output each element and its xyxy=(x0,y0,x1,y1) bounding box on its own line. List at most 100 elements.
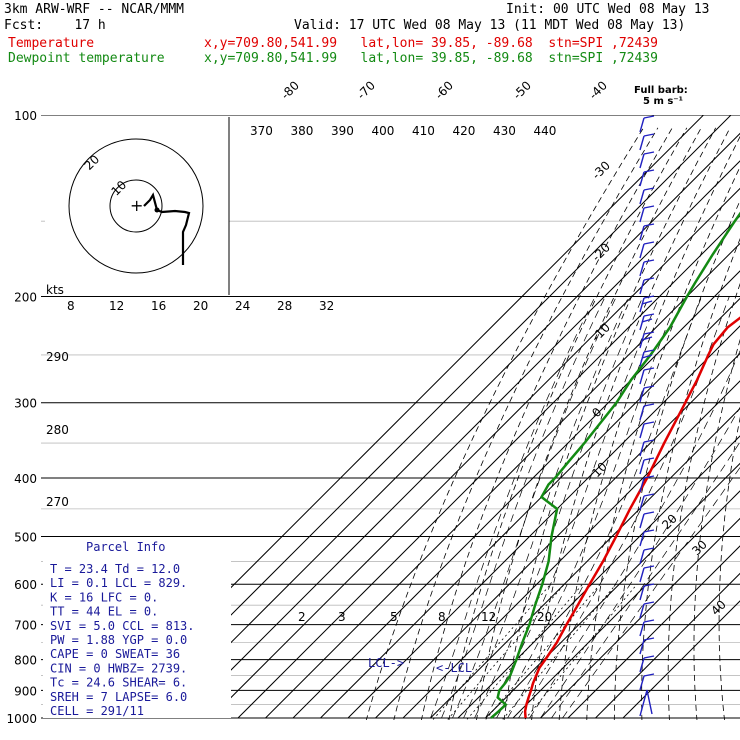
dewpoint-legend-label: Dewpoint temperature xyxy=(8,51,165,66)
wind-barb-flag xyxy=(643,565,655,569)
lcl-label-right: <-LCL xyxy=(436,661,472,675)
mixing-ratio-bottom-label: 20 xyxy=(537,610,552,624)
wind-barb-staff xyxy=(639,243,645,259)
mixing-ratio-bottom-label: 3 xyxy=(338,610,346,624)
dry-adiabat xyxy=(718,416,740,720)
isotherm-label: -20 xyxy=(589,240,613,264)
dry-adiabat xyxy=(641,237,740,720)
mixing-ratio-line xyxy=(432,583,551,720)
wind-barb-staff xyxy=(639,441,645,457)
pressure-label-800: 800 xyxy=(14,654,37,668)
wind-barb-flag xyxy=(643,169,655,173)
mixing-ratio-bottom-label: 12 xyxy=(481,610,496,624)
mixing-ratio-bottom-label: 5 xyxy=(390,610,398,624)
wind-barb-flag xyxy=(643,547,655,551)
hodograph-origin-marker: + xyxy=(130,196,143,215)
parcel-info-row: SREH = 7 LAPSE= 6.0 xyxy=(50,690,187,704)
wind-barb-surface xyxy=(639,689,653,717)
wind-barb-flag xyxy=(643,655,655,659)
wind-barb-staff xyxy=(639,531,645,547)
wind-barb-flag xyxy=(643,475,655,479)
hodograph-ring-20 xyxy=(68,138,204,274)
wind-barb-flag xyxy=(643,403,655,407)
isotherm-line xyxy=(292,270,740,719)
isotherm-label: 30 xyxy=(689,537,710,558)
wind-barb-staff xyxy=(639,513,645,529)
init-time: Init: 00 UTC Wed 08 May 13 xyxy=(506,2,710,17)
dry-adiabat xyxy=(558,135,740,720)
parcel-info-row: CAPE = 0 SWEAT= 36 xyxy=(50,647,180,661)
dry-adiabat xyxy=(586,166,740,720)
wind-barb-staff xyxy=(639,171,645,187)
wind-barb-flag xyxy=(643,583,655,587)
wind-barb-staff xyxy=(639,567,645,583)
barb-key-line1: Full barb: xyxy=(634,85,688,96)
wind-barb-staff xyxy=(639,135,645,151)
isotherm-line xyxy=(265,242,740,719)
parcel-info-title: Parcel Info xyxy=(86,540,165,554)
mixing-ratio-top-label: 20 xyxy=(193,299,208,313)
pressure-label-600: 600 xyxy=(14,578,37,592)
wind-barb-staff xyxy=(639,585,645,601)
pressure-label-200: 200 xyxy=(14,291,37,305)
parcel-info-row: CIN = 0 HWBZ= 2739. xyxy=(50,661,187,675)
moist-adiabat xyxy=(441,296,606,719)
theta-top-label: 430 xyxy=(493,124,516,138)
parcel-info-row: PW = 1.88 YGP = 0.0 xyxy=(50,633,187,647)
wind-barb-flag xyxy=(643,295,655,299)
theta-top-label: 410 xyxy=(412,124,435,138)
isotherm-line xyxy=(512,490,740,719)
parcel-info-row: Tc = 24.6 SHEAR= 6. xyxy=(50,676,187,690)
wind-barb-flag xyxy=(643,115,655,119)
wind-barb-staff xyxy=(639,603,645,619)
moist-adiabat xyxy=(540,406,740,719)
isotherm-label: 10 xyxy=(589,459,610,480)
mixing-ratio-top-label: 8 xyxy=(67,299,75,313)
wind-barb-staff xyxy=(639,279,645,295)
wind-barb-staff xyxy=(639,549,645,565)
wind-barb-flag xyxy=(643,331,655,335)
temperature-trace xyxy=(523,316,740,719)
moist-adiabat xyxy=(496,296,680,719)
mixing-ratio-top-label: 16 xyxy=(151,299,166,313)
isotherm-label: 0 xyxy=(589,405,604,420)
wind-barb-staff xyxy=(639,369,645,385)
wind-barb-flag xyxy=(643,277,655,281)
wind-barb-flag xyxy=(643,421,655,425)
dry-adiabat xyxy=(365,127,644,720)
parcel-info-row: LI = 0.1 LCL = 829. xyxy=(50,576,187,590)
wind-barb-staff xyxy=(639,495,645,511)
wind-barb-flag xyxy=(643,133,655,137)
isotherm-line xyxy=(237,215,740,719)
wind-barb-flag xyxy=(643,439,655,443)
mixing-ratio-top-label: 24 xyxy=(235,299,250,313)
dry-adiabat xyxy=(667,282,740,720)
temperature-legend-label: Temperature xyxy=(8,36,95,51)
wind-barb-flag xyxy=(641,354,653,359)
parcel-info-row: CELL = 291/11 xyxy=(50,704,144,718)
dry-adiabat xyxy=(531,127,731,720)
pressure-label-1000: 1000 xyxy=(6,712,37,726)
mixing-ratio-top-label: 12 xyxy=(109,299,124,313)
wind-barb-staff xyxy=(639,657,645,673)
wind-barb-flag xyxy=(641,336,653,341)
isotherm-label: -50 xyxy=(510,78,534,102)
wind-barb-flag xyxy=(643,529,655,533)
isotherm-label: -70 xyxy=(354,78,378,102)
dry-adiabat xyxy=(476,127,702,720)
isotherm-line xyxy=(402,380,740,719)
wind-barb-flag xyxy=(641,318,653,323)
moist-adiabat xyxy=(507,296,703,719)
temperature-location: x,y=709.80,541.99 lat,lon= 39.85, -89.68… xyxy=(204,36,658,51)
isotherm-line xyxy=(485,462,740,719)
pressure-label-300: 300 xyxy=(14,397,37,411)
wind-barb-flag xyxy=(643,187,655,191)
wind-barb-staff xyxy=(639,351,645,367)
mixing-ratio-line xyxy=(446,583,565,720)
isotherm-line xyxy=(182,160,740,719)
moist-adiabat xyxy=(562,466,740,719)
moist-adiabat xyxy=(430,296,596,719)
wind-barb-flag xyxy=(643,457,655,461)
wind-barb-flag xyxy=(643,349,655,353)
